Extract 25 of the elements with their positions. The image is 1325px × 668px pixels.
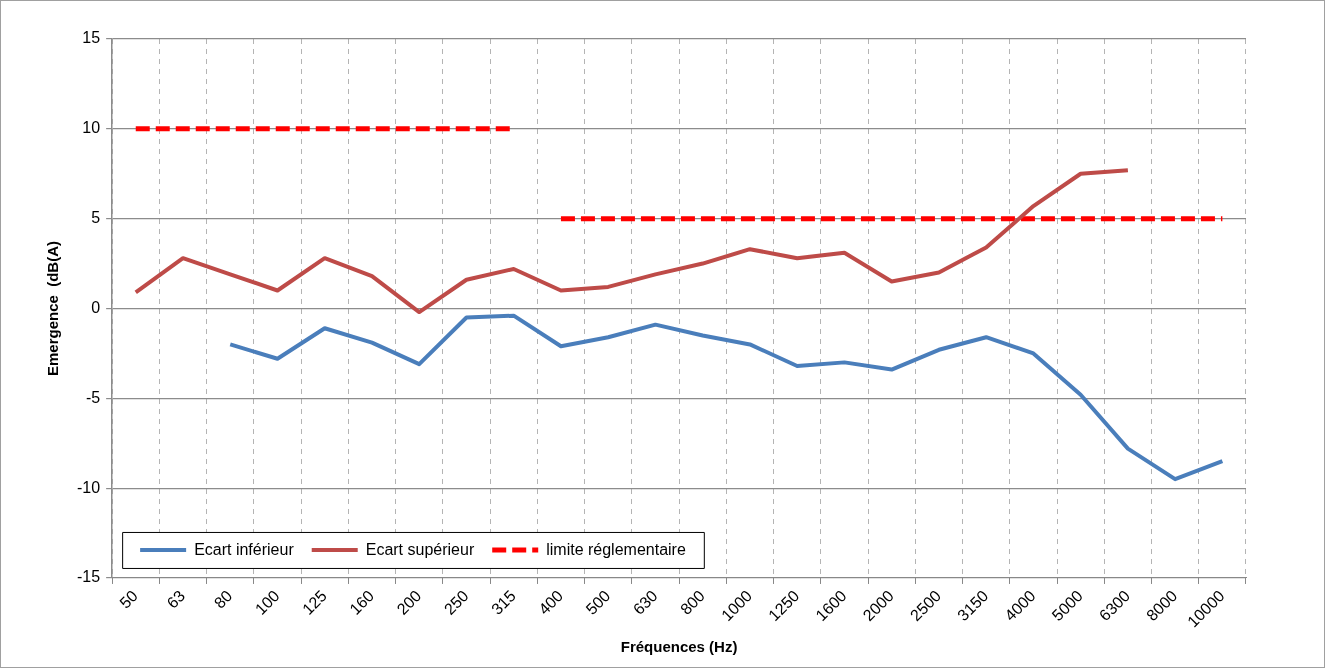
y-axis-title: Emergence (dB(A) <box>44 240 62 376</box>
x-tick-label: 50 <box>116 586 142 612</box>
x-tick-label: 200 <box>393 586 425 618</box>
y-tick-label: -10 <box>77 478 101 496</box>
x-tick-label: 500 <box>582 586 614 618</box>
x-tick-label: 630 <box>629 586 661 618</box>
x-tick-label: 63 <box>163 586 189 612</box>
y-tick-label: -15 <box>77 568 101 586</box>
y-tick-label: 5 <box>91 209 101 227</box>
y-tick-label: 10 <box>82 119 101 137</box>
x-tick-label: 80 <box>210 586 236 612</box>
x-tick-label: 800 <box>677 586 708 618</box>
y-tick-label: 15 <box>82 29 101 47</box>
x-axis-title: Fréquences (Hz) <box>620 638 738 656</box>
x-tick-label: 160 <box>346 586 378 618</box>
x-tick-label: 100 <box>251 586 283 618</box>
legend-label: Ecart supérieur <box>365 541 475 559</box>
legend-label: limite réglementaire <box>546 541 686 559</box>
y-tick-label: 0 <box>91 298 101 316</box>
x-tick-label: 315 <box>488 586 520 618</box>
y-tick-label: -5 <box>85 388 101 406</box>
x-tick-label: 125 <box>299 586 331 618</box>
x-tick-label: 250 <box>440 586 472 618</box>
legend-label: Ecart inférieur <box>194 541 295 559</box>
x-tick-label: 400 <box>535 586 567 618</box>
